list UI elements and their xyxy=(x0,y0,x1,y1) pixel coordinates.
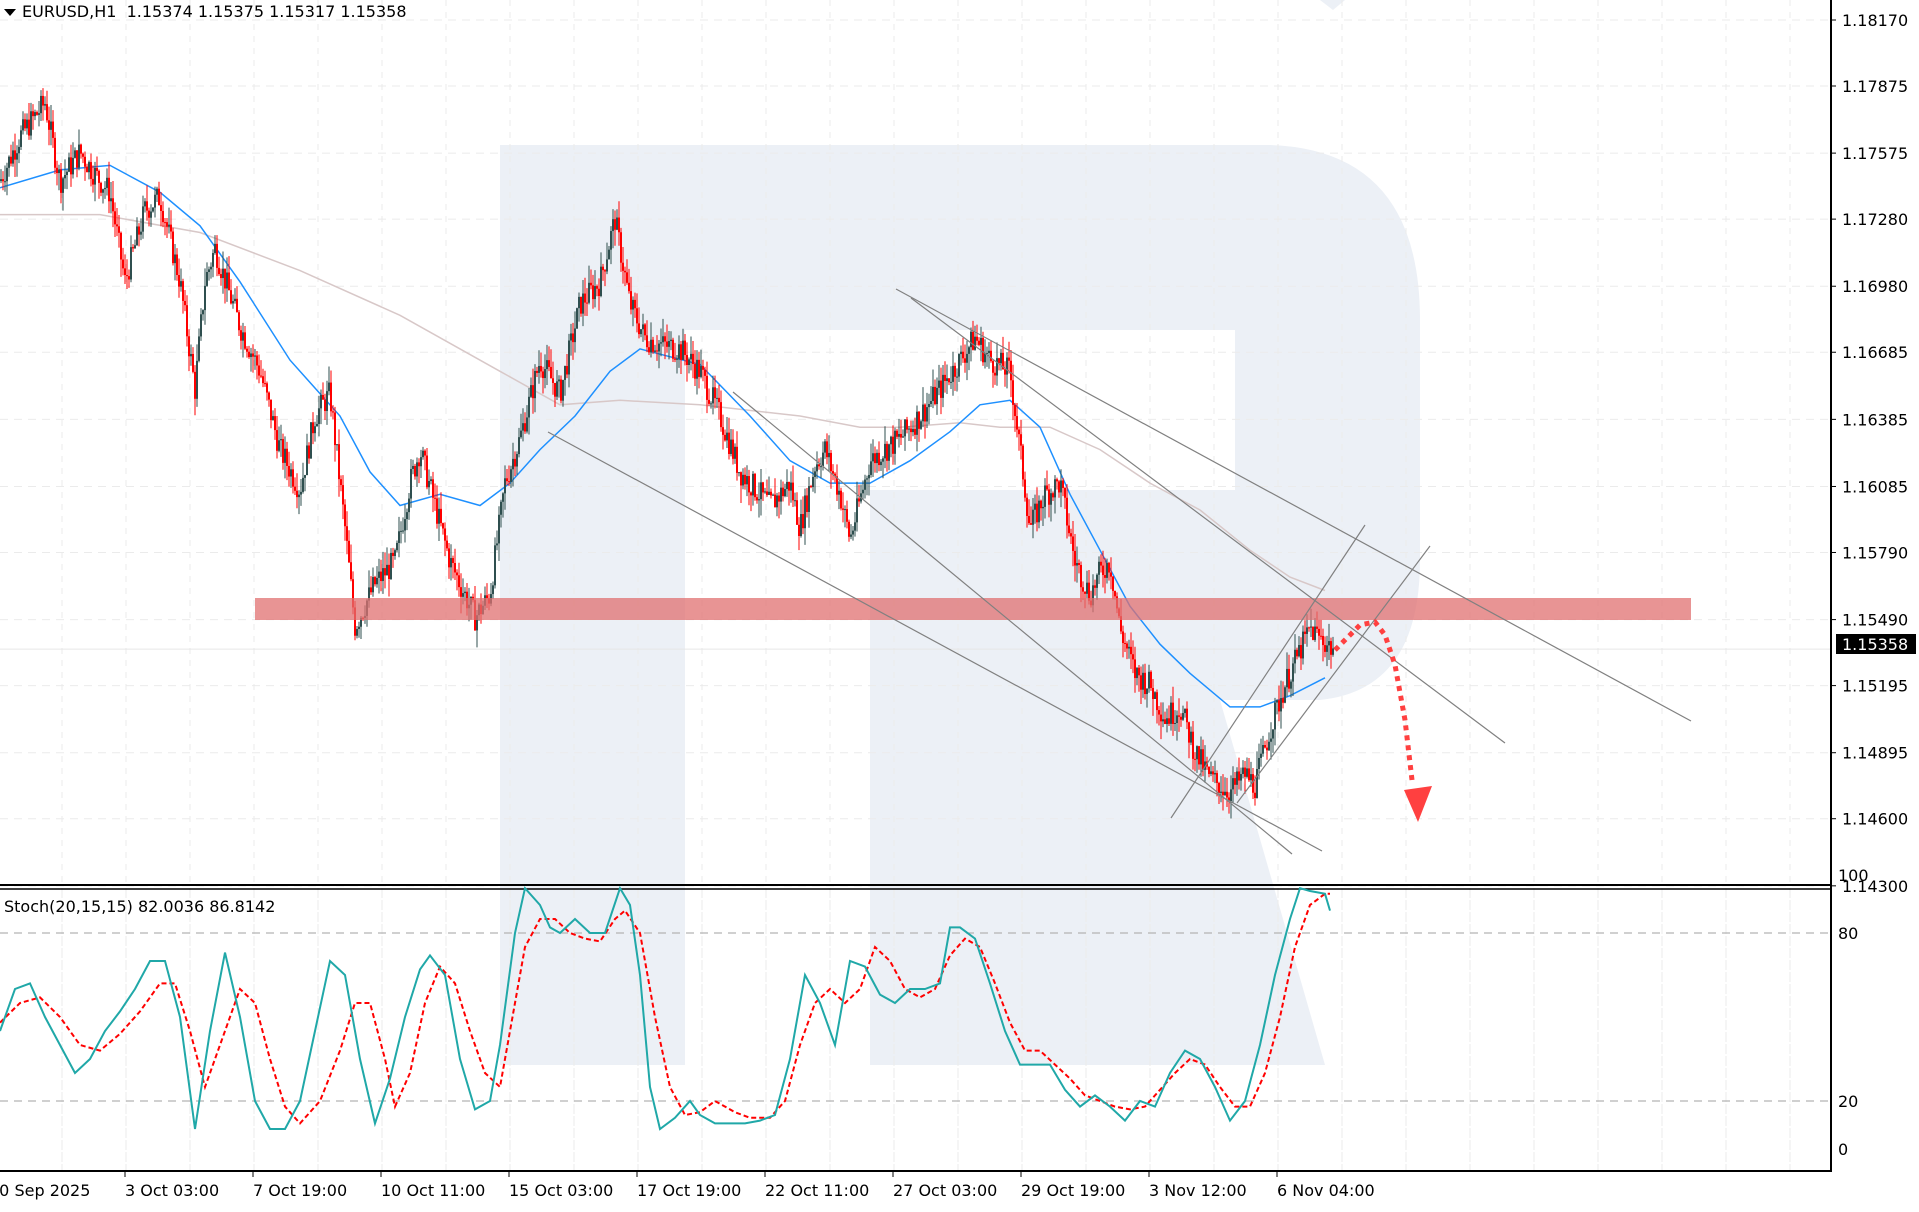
svg-text:0: 0 xyxy=(1838,1140,1848,1159)
stoch-header: Stoch(20,15,15) 82.0036 86.8142 xyxy=(4,897,276,916)
svg-text:1.15790: 1.15790 xyxy=(1842,543,1908,562)
price-axis[interactable]: 1.18170 1.17875 1.17575 1.17280 1.16980 1.166… xyxy=(1831,11,1908,896)
time-axis[interactable]: 30 Sep 2025 3 Oct 03:00 7 Oct 19:00 10 Oct … xyxy=(0,1171,1375,1200)
svg-text:1.14895: 1.14895 xyxy=(1842,744,1908,763)
svg-text:17 Oct 19:00: 17 Oct 19:00 xyxy=(637,1181,741,1200)
svg-text:80: 80 xyxy=(1838,924,1858,943)
svg-text:1.17575: 1.17575 xyxy=(1842,144,1908,163)
svg-text:1.15490: 1.15490 xyxy=(1842,611,1908,630)
svg-text:10 Oct 11:00: 10 Oct 11:00 xyxy=(381,1181,485,1200)
svg-text:20: 20 xyxy=(1838,1092,1858,1111)
symbol-label: EURUSD,H1 xyxy=(22,2,117,21)
svg-text:1.16385: 1.16385 xyxy=(1842,410,1908,429)
svg-text:1.16685: 1.16685 xyxy=(1842,343,1908,362)
svg-text:3 Nov 12:00: 3 Nov 12:00 xyxy=(1149,1181,1247,1200)
svg-text:1.18170: 1.18170 xyxy=(1842,11,1908,30)
resistance-zone[interactable] xyxy=(255,598,1691,620)
slow-moving-average-line xyxy=(0,213,1326,592)
svg-text:29 Oct 19:00: 29 Oct 19:00 xyxy=(1021,1181,1125,1200)
stoch-main-line xyxy=(0,885,1331,1131)
svg-text:100: 100 xyxy=(1838,866,1869,885)
svg-text:15 Oct 03:00: 15 Oct 03:00 xyxy=(509,1181,613,1200)
svg-text:1.16085: 1.16085 xyxy=(1842,477,1908,496)
forecast-arrow xyxy=(1333,619,1432,822)
current-price-tag: 1.15358 xyxy=(1836,634,1916,654)
collapse-triangle-icon[interactable] xyxy=(4,9,16,16)
svg-text:27 Oct 03:00: 27 Oct 03:00 xyxy=(893,1181,997,1200)
svg-text:30 Sep 2025: 30 Sep 2025 xyxy=(0,1181,90,1200)
chart-header: EURUSD,H1 1.15374 1.15375 1.15317 1.1535… xyxy=(4,2,407,21)
svg-text:1.15195: 1.15195 xyxy=(1842,677,1908,696)
svg-text:1.17280: 1.17280 xyxy=(1842,210,1908,229)
ohlc-values: 1.15374 1.15375 1.15317 1.15358 xyxy=(126,2,407,21)
svg-text:6 Nov 04:00: 6 Nov 04:00 xyxy=(1277,1181,1375,1200)
svg-text:1.16980: 1.16980 xyxy=(1842,277,1908,296)
stoch-axis[interactable]: 100 80 20 0 xyxy=(1838,866,1869,1159)
svg-text:1.17875: 1.17875 xyxy=(1842,77,1908,96)
trendlines[interactable] xyxy=(547,288,1692,855)
stoch-level-lines xyxy=(0,892,1830,1170)
stoch-signal-line xyxy=(0,892,1330,1125)
svg-text:1.14600: 1.14600 xyxy=(1842,810,1908,829)
svg-text:1.14300: 1.14300 xyxy=(1842,877,1908,896)
svg-text:1.15358: 1.15358 xyxy=(1842,635,1908,654)
svg-text:7 Oct 19:00: 7 Oct 19:00 xyxy=(253,1181,347,1200)
svg-text:22 Oct 11:00: 22 Oct 11:00 xyxy=(765,1181,869,1200)
svg-text:3 Oct 03:00: 3 Oct 03:00 xyxy=(125,1181,219,1200)
